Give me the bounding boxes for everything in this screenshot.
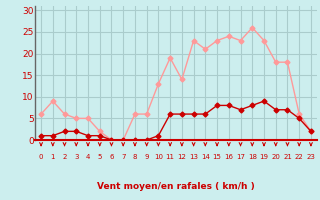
X-axis label: Vent moyen/en rafales ( km/h ): Vent moyen/en rafales ( km/h ) — [97, 182, 255, 191]
